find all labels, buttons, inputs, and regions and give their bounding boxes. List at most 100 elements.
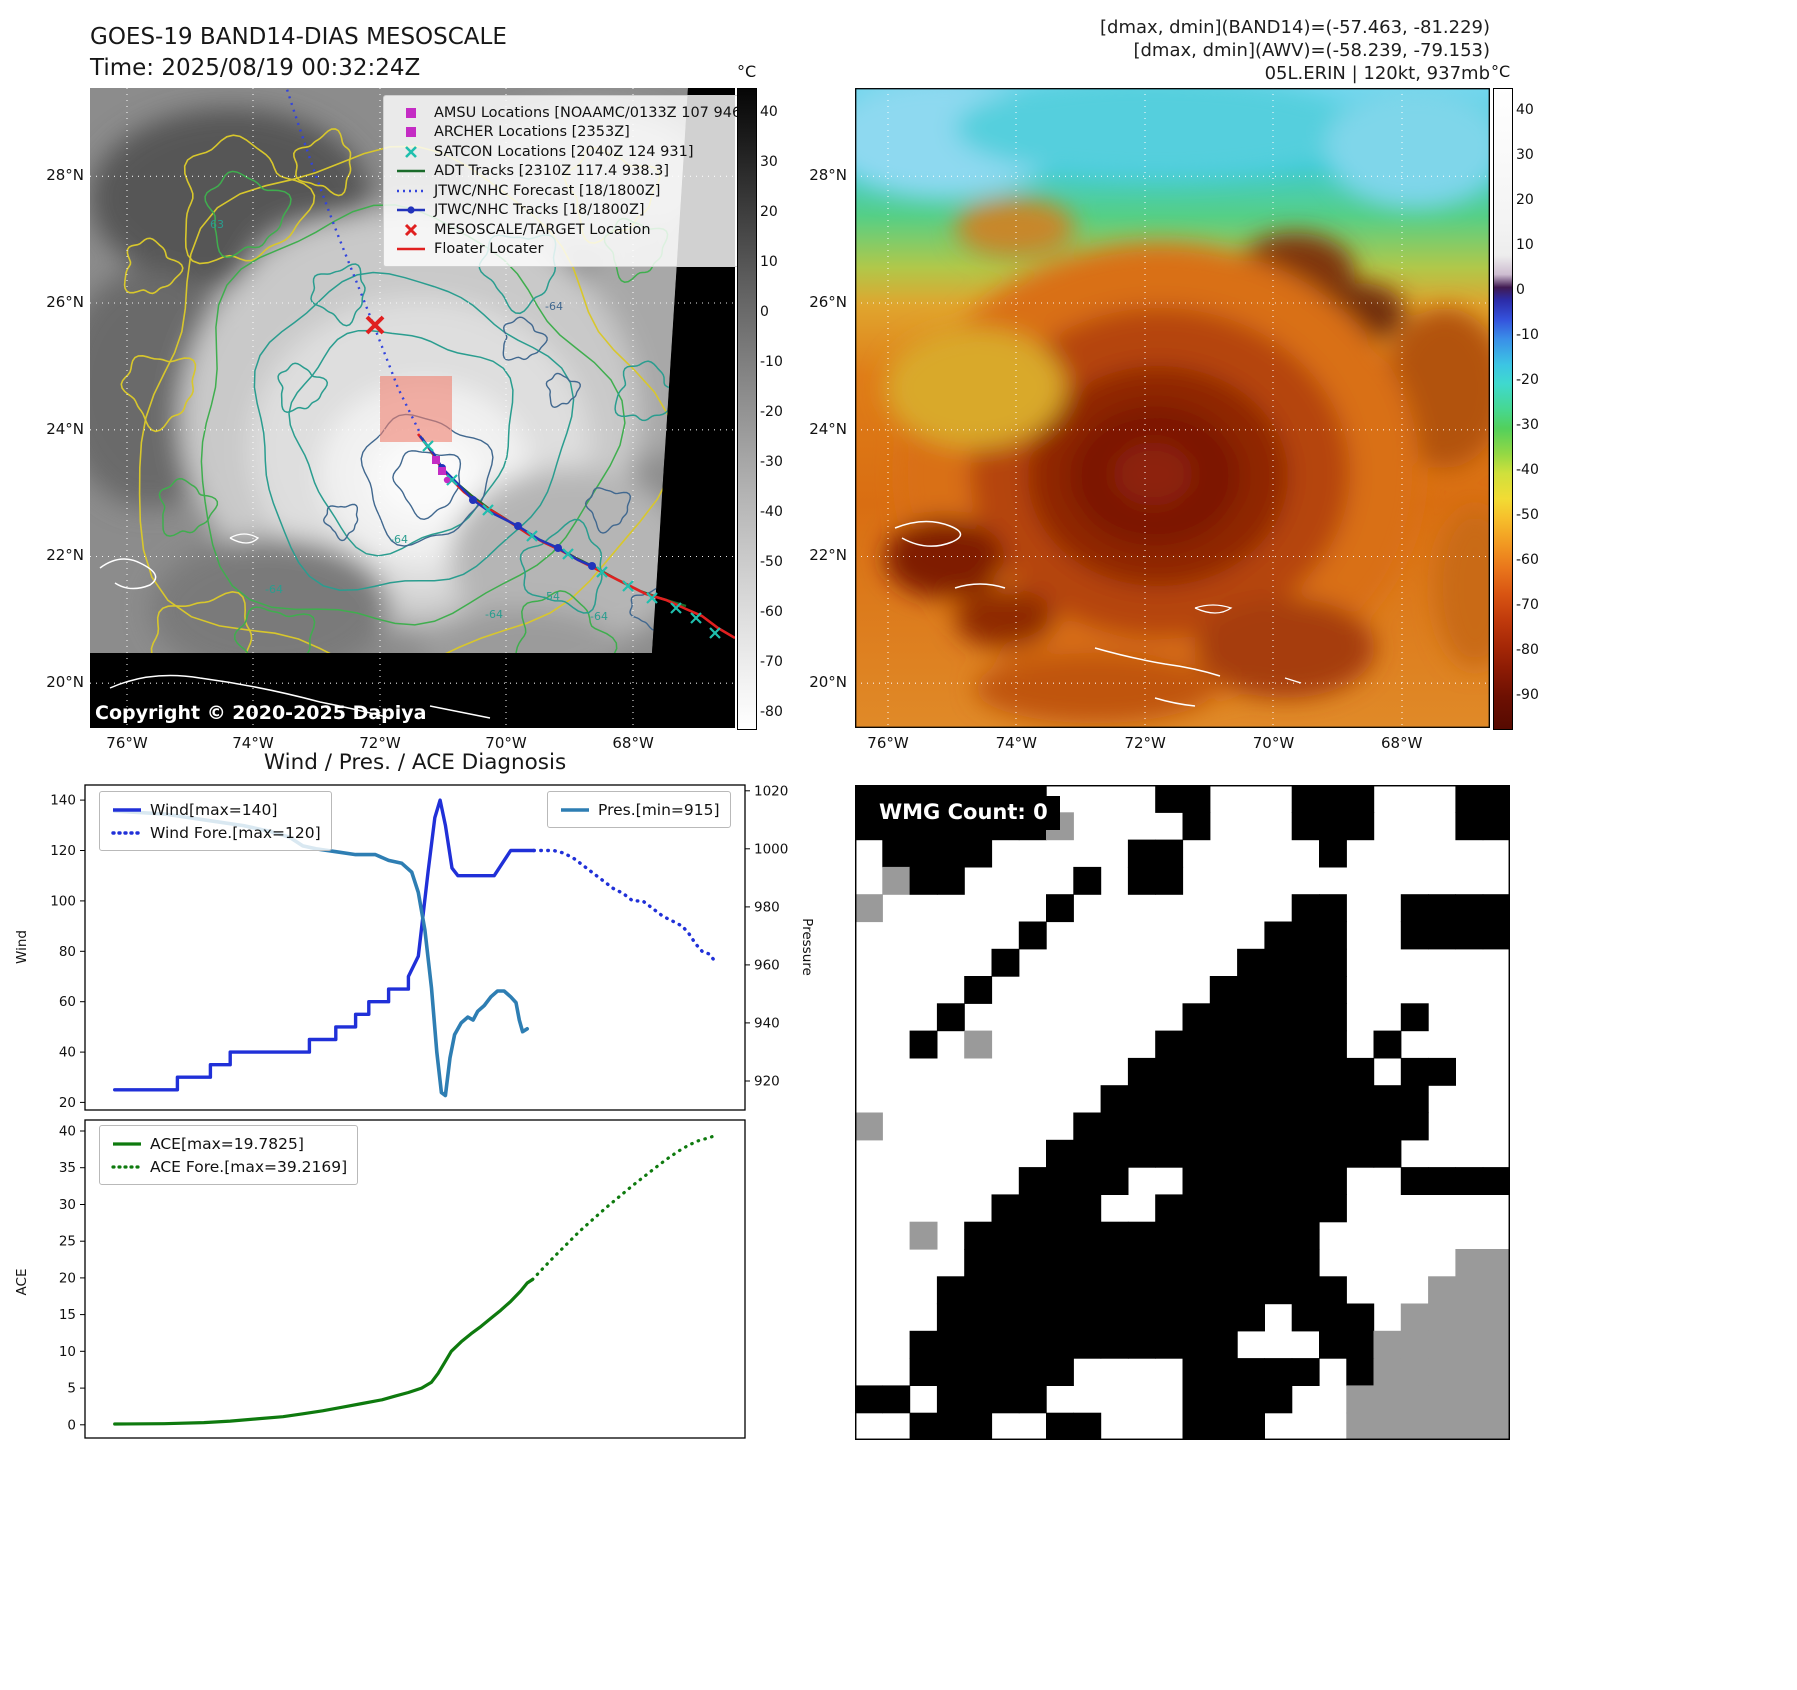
legend-item-label: JTWC/NHC Forecast [18/1800Z] [434, 182, 661, 199]
lon-tick-label: 72°W [1124, 734, 1166, 752]
diagnosis-title: Wind / Pres. / ACE Diagnosis [263, 750, 567, 775]
legend-item-label: Wind[max=140] [150, 800, 278, 819]
svg-text:-64: -64 [545, 300, 563, 313]
svg-text:80: 80 [59, 944, 76, 960]
legend-item-label: Pres.[min=915] [598, 800, 720, 819]
legend-item: ADT Tracks [2310Z 117.4 938.3] [394, 162, 736, 182]
lat-tick-label: 28°N [46, 166, 84, 185]
wind-axis-label: Wind [14, 930, 30, 964]
colorbar-tick-label: 40 [1516, 101, 1534, 118]
legend-item-label: JTWC/NHC Tracks [18/1800Z] [434, 202, 645, 219]
legend-item: JTWC/NHC Forecast [18/1800Z] [394, 181, 736, 201]
legend-item-label: SATCON Locations [2040Z 124 931] [434, 143, 694, 160]
ace-axis-label: ACE [14, 1268, 30, 1296]
lon-tick-label: 70°W [485, 734, 527, 752]
svg-text:140: 140 [50, 793, 76, 809]
colorbar-tick-label: 30 [760, 154, 778, 170]
svg-text:120: 120 [50, 843, 76, 859]
colorbar-tick-label: -30 [1516, 417, 1539, 434]
legend-item-label: MESOSCALE/TARGET Location [434, 221, 651, 238]
legend-item: ACE Fore.[max=39.2169] [110, 1155, 347, 1178]
svg-text:-64: -64 [485, 608, 503, 621]
lon-tick-label: 70°W [1252, 734, 1295, 752]
colorbar-tick-label: 20 [760, 204, 778, 220]
colorbar-tick-label: -70 [1516, 597, 1539, 614]
legend-item: SATCON Locations [2040Z 124 931] [394, 142, 736, 162]
dot-wind-marker-icon [110, 826, 144, 840]
legend-item: JTWC/NHC Tracks [18/1800Z] [394, 201, 736, 221]
legend-item: Pres.[min=915] [558, 798, 720, 821]
band14-map-legend: AMSU Locations [NOAAMC/0133Z 107 946] ARC… [383, 95, 747, 267]
colorbar-tick-label: 10 [1516, 236, 1534, 253]
legend-item-label: Wind Fore.[max=120] [150, 823, 321, 842]
copyright-text: Copyright © 2020-2025 Dapiya [95, 702, 427, 724]
svg-text:-64: -64 [265, 583, 283, 596]
lon-tick-label: 74°W [232, 734, 274, 752]
dmax-dmin-awv-text: [dmax, dmin](AWV)=(-58.239, -79.153) [1133, 40, 1490, 61]
legend-item: ACE[max=19.7825] [110, 1132, 347, 1155]
awv-satellite-map [855, 88, 1490, 728]
lon-tick-label: 68°W [1381, 734, 1423, 752]
svg-text:20: 20 [59, 1095, 76, 1111]
svg-text:63: 63 [210, 218, 224, 231]
svg-text:25: 25 [59, 1234, 76, 1250]
svg-text:940: 940 [754, 1015, 780, 1031]
colorbar-tick-label: -10 [1516, 326, 1539, 343]
lon-tick-label: 76°W [867, 734, 909, 752]
colorbar-tick-label: -50 [1516, 507, 1539, 524]
colorbar-tick-label: -70 [760, 654, 783, 670]
band14-title: GOES-19 BAND14-DIAS MESOSCALE [90, 24, 507, 50]
colorbar-tick-label: -10 [760, 354, 783, 370]
legend-item: AMSU Locations [NOAAMC/0133Z 107 946] [394, 103, 747, 123]
lon-tick-label: 76°W [106, 734, 148, 752]
legend-item: MESOSCALE/TARGET Location [394, 220, 736, 240]
x-cyan-marker-icon [394, 145, 428, 159]
awv-header: [dmax, dmin](BAND14)=(-57.463, -81.229) … [1100, 16, 1490, 85]
colorbar-tick-label: 40 [760, 104, 778, 120]
lat-tick-label: 20°N [46, 673, 84, 692]
colorbar-tick-label: -80 [760, 704, 783, 720]
svg-text:0: 0 [67, 1417, 76, 1433]
svg-text:-54: -54 [542, 590, 560, 603]
svg-text:1020: 1020 [754, 783, 788, 799]
lat-tick-label: 28°N [809, 166, 847, 185]
svg-text:35: 35 [59, 1160, 76, 1176]
storm-intensity-text: 05L.ERIN | 120kt, 937mb [1264, 63, 1490, 84]
svg-text:10: 10 [59, 1344, 76, 1360]
wmg-mask-panel [855, 785, 1510, 1440]
svg-text:30: 30 [59, 1197, 76, 1213]
svg-text:-64: -64 [590, 610, 608, 623]
lat-tick-label: 22°N [46, 546, 84, 565]
svg-text:40: 40 [59, 1124, 76, 1140]
band14-title-block: GOES-19 BAND14-DIAS MESOSCALE Time: 2025… [90, 22, 507, 84]
line-red-marker-icon [394, 242, 428, 256]
x-red-marker-icon [394, 223, 428, 237]
colorbar-tick-label: -30 [760, 454, 783, 470]
svg-text:40: 40 [59, 1045, 76, 1061]
colorbar-tick-label: -90 [1516, 687, 1539, 704]
awv-colorbar-unit: °C [1491, 62, 1511, 81]
colorbar-tick-label: 10 [760, 254, 778, 270]
colorbar-tick-label: 30 [1516, 146, 1534, 163]
colorbar-tick-label: -20 [760, 404, 783, 420]
square-magenta-marker-icon [394, 106, 428, 120]
lon-tick-label: 74°W [995, 734, 1037, 752]
svg-text:60: 60 [59, 994, 76, 1010]
line-dot-blue-marker-icon [394, 203, 428, 217]
line-green-marker-icon [394, 164, 428, 178]
svg-text:20: 20 [59, 1270, 76, 1286]
colorbar-tick-label: 0 [1516, 281, 1525, 298]
dot-ace-marker-icon [110, 1160, 144, 1174]
svg-text:960: 960 [754, 957, 780, 973]
colorbar-tick-label: -40 [1516, 462, 1539, 479]
pressure-legend: Pres.[min=915] [547, 791, 731, 828]
legend-item-label: AMSU Locations [NOAAMC/0133Z 107 946] [434, 104, 747, 121]
band14-colorbar [737, 88, 757, 730]
solid-pres-marker-icon [558, 803, 592, 817]
band14-colorbar-unit: °C [737, 62, 757, 81]
legend-item: Wind Fore.[max=120] [110, 821, 321, 844]
legend-item-label: ACE[max=19.7825] [150, 1134, 304, 1153]
colorbar-tick-label: -80 [1516, 642, 1539, 659]
lat-tick-label: 24°N [809, 419, 847, 438]
